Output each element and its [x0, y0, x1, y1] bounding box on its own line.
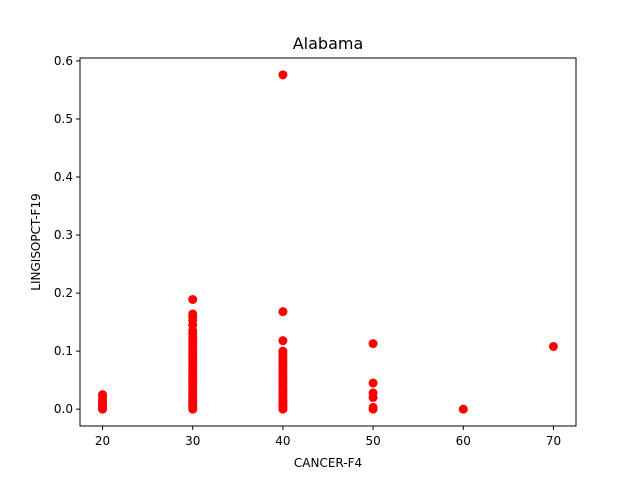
data-point: [368, 378, 378, 388]
x-tick-label: 40: [275, 434, 290, 448]
x-tick-label: 60: [456, 434, 471, 448]
y-tick-label: 0.1: [54, 344, 73, 358]
data-point: [278, 307, 288, 317]
y-axis-label: LINGISOPCT-F19: [29, 193, 43, 290]
x-tick-label: 20: [95, 434, 110, 448]
y-tick-label: 0.4: [54, 170, 73, 184]
data-point: [368, 339, 378, 349]
data-point: [548, 341, 558, 351]
data-point: [278, 346, 288, 356]
data-point: [188, 309, 198, 319]
data-point: [368, 402, 378, 412]
data-points: [98, 70, 558, 414]
plot-frame: [79, 57, 577, 427]
data-point: [188, 294, 198, 304]
data-point: [458, 404, 468, 414]
y-tick-label: 0.6: [54, 54, 73, 68]
y-tick-label: 0.0: [54, 402, 73, 416]
y-tick-label: 0.2: [54, 286, 73, 300]
x-axis-label: CANCER-F4: [294, 456, 362, 470]
data-point: [278, 336, 288, 346]
y-axis-ticks: 0.0 0.1 0.2 0.3 0.4 0.5 0.6: [54, 54, 80, 416]
data-point: [278, 70, 288, 80]
data-point: [368, 388, 378, 398]
data-point: [98, 390, 108, 400]
x-axis-ticks: 20 30 40 50 60 70: [95, 426, 561, 448]
x-tick-label: 30: [185, 434, 200, 448]
y-tick-label: 0.3: [54, 228, 73, 242]
chart-title: Alabama: [293, 34, 364, 53]
x-tick-label: 70: [546, 434, 561, 448]
x-tick-label: 50: [365, 434, 380, 448]
y-tick-label: 0.5: [54, 112, 73, 126]
